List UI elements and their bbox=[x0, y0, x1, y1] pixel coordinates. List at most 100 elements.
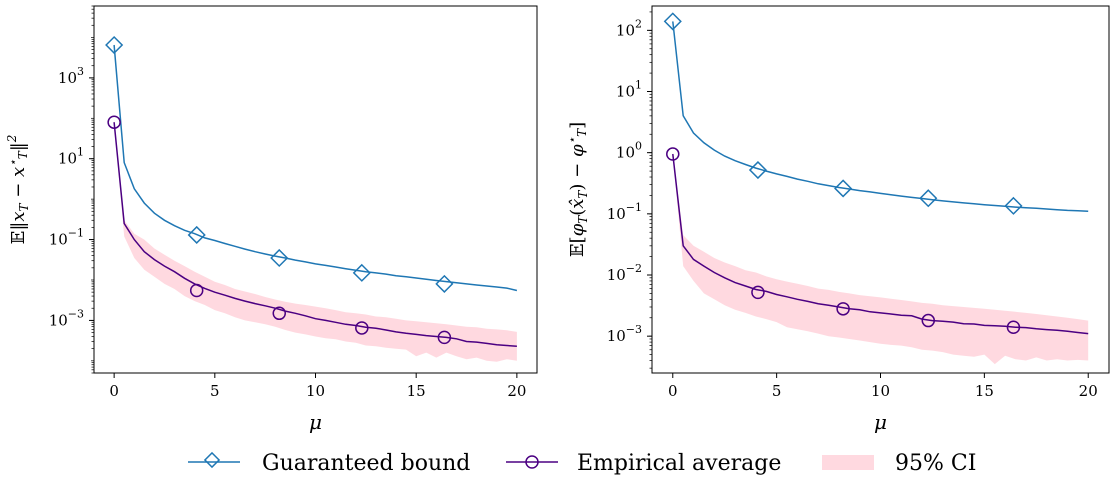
guaranteed-bound-point bbox=[435, 274, 454, 293]
empirical-average-point bbox=[189, 283, 204, 298]
legend-diamond-marker bbox=[203, 451, 221, 469]
y-tick-label: 10−1 bbox=[607, 201, 642, 223]
y-axis-label-part: T bbox=[576, 215, 590, 224]
guaranteed-bound-point bbox=[919, 189, 938, 208]
empirical-average-point bbox=[751, 285, 765, 300]
legend-label-ci: 95% CI bbox=[895, 451, 976, 476]
guaranteed-bound-point bbox=[748, 160, 768, 180]
y-tick-exponent: −2 bbox=[626, 262, 642, 275]
x-tick-label: 15 bbox=[407, 382, 426, 400]
y-axis-label-part: x bbox=[8, 167, 29, 177]
y-axis-label-part: φ bbox=[567, 223, 588, 236]
x-tick-label: 20 bbox=[507, 382, 526, 400]
legend-item-ci: 95% CI bbox=[822, 451, 976, 476]
y-axis-label-part: T bbox=[16, 150, 30, 159]
y-tick-exponent: 0 bbox=[635, 140, 642, 153]
x-tick-label: 15 bbox=[975, 382, 994, 400]
y-tick-label: 10−1 bbox=[49, 227, 84, 249]
legend-label-empirical-average: Empirical average bbox=[577, 451, 781, 476]
x-tick-label: 10 bbox=[871, 382, 890, 400]
y-tick-label: 101 bbox=[616, 79, 642, 101]
x-axis-label: μ bbox=[309, 410, 322, 434]
guaranteed-bound-line bbox=[113, 44, 518, 292]
y-tick-exponent: −1 bbox=[68, 227, 84, 240]
y-axis-label-part: T bbox=[17, 202, 31, 211]
y-tick-base: 10 bbox=[49, 311, 68, 329]
y-axis-label-part: 𝔼[ bbox=[567, 236, 588, 257]
guaranteed-bound-point bbox=[663, 12, 682, 31]
y-tick-base: 10 bbox=[607, 205, 626, 223]
legend-item-empirical-average: Empirical average bbox=[506, 451, 781, 476]
ci-band bbox=[114, 119, 517, 362]
y-tick-base: 10 bbox=[49, 231, 68, 249]
y-axis-label-part: − bbox=[8, 177, 29, 204]
y-tick-exponent: 3 bbox=[77, 65, 84, 78]
guaranteed-bound-point bbox=[187, 225, 206, 245]
y-axis-label-part: x̂ bbox=[567, 199, 588, 209]
y-tick-label: 103 bbox=[58, 65, 84, 87]
y-tick-base: 10 bbox=[607, 327, 626, 345]
y-axis-label: 𝔼‖xT − x⋆T‖2 bbox=[5, 135, 31, 245]
y-tick-label: 101 bbox=[58, 146, 84, 168]
y-axis-label-part: ⋆ bbox=[6, 159, 20, 167]
y-tick-label: 10−3 bbox=[49, 307, 84, 329]
y-tick-base: 10 bbox=[616, 83, 635, 101]
y-axis-label-part: 𝔼‖ bbox=[8, 222, 29, 245]
y-tick-exponent: 1 bbox=[635, 79, 642, 92]
empirical-average-point bbox=[107, 115, 121, 129]
x-axis-label: μ bbox=[874, 410, 887, 434]
y-axis-label-part: ] bbox=[567, 122, 588, 129]
y-axis-label-part: ( bbox=[567, 209, 588, 216]
y-tick-base: 10 bbox=[58, 150, 77, 168]
y-axis-label-part: ) − bbox=[567, 157, 588, 191]
x-tick-label: 10 bbox=[306, 382, 325, 400]
empirical-average-point bbox=[355, 321, 369, 335]
legend-item-guaranteed-bound: Guaranteed bound bbox=[188, 451, 470, 476]
y-tick-label: 10−2 bbox=[607, 262, 642, 284]
empirical-average-point bbox=[437, 330, 452, 345]
guaranteed-bound-point bbox=[270, 248, 289, 268]
empirical-average-point bbox=[272, 306, 287, 321]
legend: Guaranteed bound Empirical average 95% C… bbox=[188, 451, 976, 476]
x-tick-label: 0 bbox=[668, 382, 678, 400]
y-axis-label-part: φ bbox=[567, 144, 588, 157]
guaranteed-bound-point bbox=[352, 263, 371, 282]
y-tick-label: 10−3 bbox=[607, 323, 642, 345]
legend-label-guaranteed-bound: Guaranteed bound bbox=[262, 451, 470, 476]
y-axis-label-part: ‖ bbox=[8, 142, 29, 151]
guaranteed-bound-line bbox=[672, 21, 1089, 213]
empirical-average-point bbox=[836, 302, 850, 316]
y-axis-label-part: x bbox=[8, 211, 29, 221]
right-panel: 0 5 10 15 2010−310−210−1100101102μ𝔼[φT(x̂T) … bbox=[565, 5, 1110, 434]
empirical-average-point bbox=[921, 313, 936, 328]
y-tick-exponent: −3 bbox=[626, 323, 642, 336]
y-tick-base: 10 bbox=[616, 144, 635, 162]
guaranteed-bound-point bbox=[834, 179, 853, 198]
y-axis-label-part: T bbox=[576, 190, 590, 199]
y-tick-exponent: 1 bbox=[77, 146, 84, 159]
x-tick-label: 5 bbox=[210, 382, 220, 400]
guaranteed-bound-point bbox=[1004, 196, 1023, 215]
x-tick-label: 5 bbox=[772, 382, 782, 400]
ci-band bbox=[672, 152, 1089, 365]
y-tick-label: 100 bbox=[616, 140, 642, 162]
y-axis-label-part: 2 bbox=[5, 135, 19, 144]
x-tick-label: 0 bbox=[109, 382, 119, 400]
y-axis-label-part: ⋆ bbox=[565, 136, 579, 144]
empirical-average-point bbox=[1006, 320, 1021, 334]
y-tick-base: 10 bbox=[607, 266, 626, 284]
y-tick-base: 10 bbox=[616, 21, 635, 39]
y-axis-label-part: T bbox=[575, 128, 589, 137]
y-tick-exponent: 2 bbox=[635, 17, 642, 30]
y-tick-label: 102 bbox=[616, 17, 642, 39]
y-tick-exponent: −1 bbox=[626, 201, 642, 214]
legend-circle-marker bbox=[525, 455, 539, 469]
guaranteed-bound-point bbox=[105, 35, 124, 55]
y-tick-exponent: −3 bbox=[68, 307, 84, 320]
legend-ci-patch bbox=[822, 455, 874, 470]
y-tick-base: 10 bbox=[58, 69, 77, 87]
x-tick-label: 20 bbox=[1079, 382, 1098, 400]
y-axis-label: 𝔼[φT(x̂T) − φ⋆T] bbox=[565, 122, 590, 257]
